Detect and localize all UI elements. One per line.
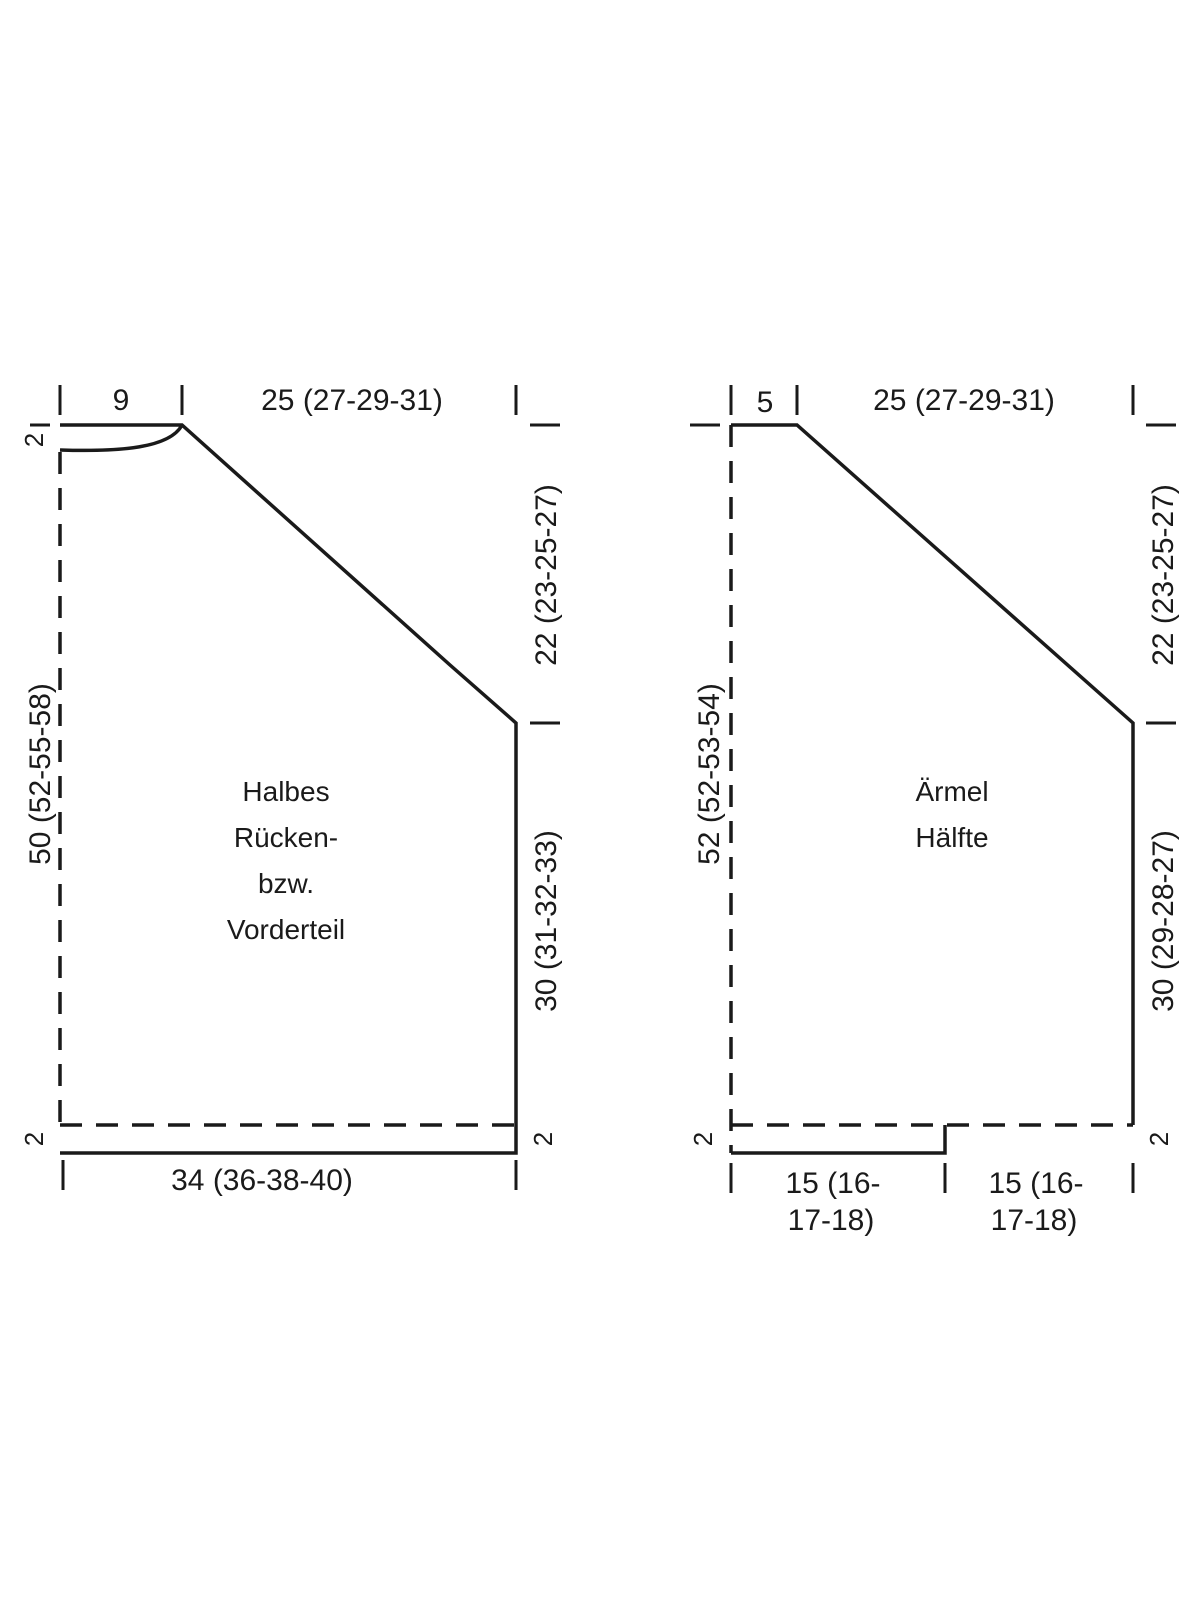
sleeve-bottom-step [731,1125,947,1155]
body-piece: 9 25 (27-29-31) 50 (52-55-58) 22 (23-25-… [19,384,563,1197]
sleeve-label-line: Hälfte [915,822,988,853]
body-left-height-dim: 50 (52-55-58) [24,683,57,865]
body-rib-top-left: 2 [19,433,49,447]
sleeve-top-left-dim: 5 [757,386,774,419]
body-label-line: Vorderteil [227,914,345,945]
sleeve-right-upper-dim: 22 (23-25-27) [1147,484,1180,666]
body-bottom-width-dim: 34 (36-38-40) [171,1164,353,1197]
sleeve-label-line: Ärmel [915,776,988,807]
sleeve-right-lower-dim: 30 (29-28-27) [1147,830,1180,1012]
body-neck-curve [59,424,184,453]
body-right-lower-dim: 30 (31-32-33) [530,830,563,1012]
body-outline [60,423,518,1155]
sleeve-bottom-left-dim-line: 15 (16- [785,1167,880,1200]
body-label-line: Rücken- [234,822,338,853]
sleeve-left-height-dim: 52 (52-53-54) [693,683,726,865]
body-label-line: bzw. [258,868,314,899]
sleeve-bottom-right-dim-line: 17-18) [991,1204,1078,1237]
sleeve-rib-right: 2 [1144,1132,1174,1146]
body-rib-left: 2 [19,1132,49,1146]
sleeve-bottom-left-dim-line: 17-18) [788,1204,875,1237]
sleeve-rib-left: 2 [688,1132,718,1146]
sleeve-top-right-dim: 25 (27-29-31) [873,384,1055,417]
body-top-left-dim: 9 [113,384,130,417]
body-rib-right: 2 [528,1132,558,1146]
sleeve-outline [731,423,1135,1125]
sleeve-bottom-right-dim-line: 15 (16- [988,1167,1083,1200]
body-right-upper-dim: 22 (23-25-27) [530,484,563,666]
sleeve-piece: 5 25 (27-29-31) 52 (52-53-54) 22 (23-25-… [688,384,1180,1237]
body-label-line: Halbes [242,776,329,807]
body-top-right-dim: 25 (27-29-31) [261,384,443,417]
